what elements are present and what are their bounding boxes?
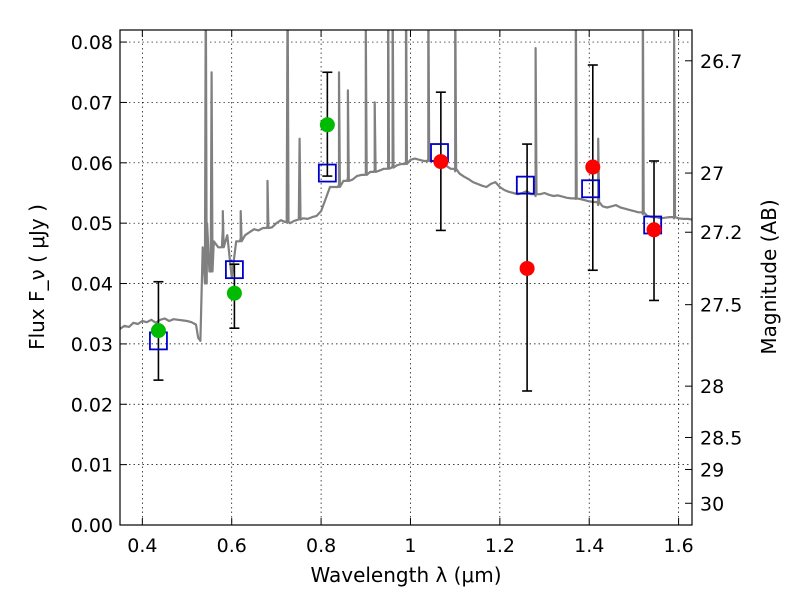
x-axis-title: Wavelength λ (μm): [310, 563, 501, 587]
y-tick-label: 0.00: [71, 515, 113, 537]
y-tick-label: 0.05: [71, 213, 113, 235]
x-tick-label: 0.8: [306, 535, 336, 557]
observed-flux-point: [226, 285, 242, 301]
y-tick-label: 0.01: [71, 455, 113, 477]
x-tick-label: 1: [404, 535, 416, 557]
x-tick-label: 0.4: [127, 535, 157, 557]
observed-flux-point: [433, 154, 449, 170]
model-flux-square-marker: [317, 163, 337, 183]
x-tick-label: 1.6: [663, 535, 693, 557]
plot-area: [120, 30, 692, 392]
observed-flux-point: [519, 260, 535, 276]
x-tick-label: 1.2: [485, 535, 515, 557]
mag-tick-label: 27.2: [700, 222, 742, 244]
mag-tick-label: 30: [700, 493, 724, 515]
model-flux-square-marker: [224, 260, 244, 280]
observed-flux-point: [150, 323, 166, 339]
mag-tick-label: 29: [700, 459, 724, 481]
plot-frame: [119, 29, 693, 526]
mag-tick-label: 28.5: [700, 427, 742, 449]
y-tick-label: 0.04: [71, 274, 113, 296]
mag-tick-label: 26.7: [700, 51, 742, 73]
y-tick-label: 0.02: [71, 394, 113, 416]
y-tick-label: 0.06: [71, 153, 113, 175]
x-tick-label: 0.6: [217, 535, 247, 557]
y2-axis-title: Magnitude (AB): [757, 199, 781, 354]
y-tick-label: 0.03: [71, 334, 113, 356]
model-flux-square-marker: [581, 179, 600, 199]
observed-flux-point: [646, 222, 662, 238]
observed-flux-point: [585, 159, 601, 175]
model-spectrum-line: [120, 30, 692, 342]
mag-tick-label: 28: [700, 376, 724, 398]
y-tick-label: 0.07: [71, 92, 113, 114]
x-tick-label: 1.4: [574, 535, 604, 557]
y-tick-label: 0.08: [71, 32, 113, 54]
observed-flux-point: [319, 117, 335, 133]
mag-tick-label: 27: [700, 163, 724, 185]
axes: 0.4 0.6 0.8 1 1.2 1.4 1.6 0.00 0.01 0.02 0.03 0.04 0…: [71, 30, 742, 557]
model-flux-square-marker: [515, 175, 535, 195]
mag-tick-label: 27.5: [700, 295, 742, 317]
grid-lines: [120, 30, 692, 526]
y-axis-title: Flux F_ν ( μJy ): [25, 204, 49, 350]
